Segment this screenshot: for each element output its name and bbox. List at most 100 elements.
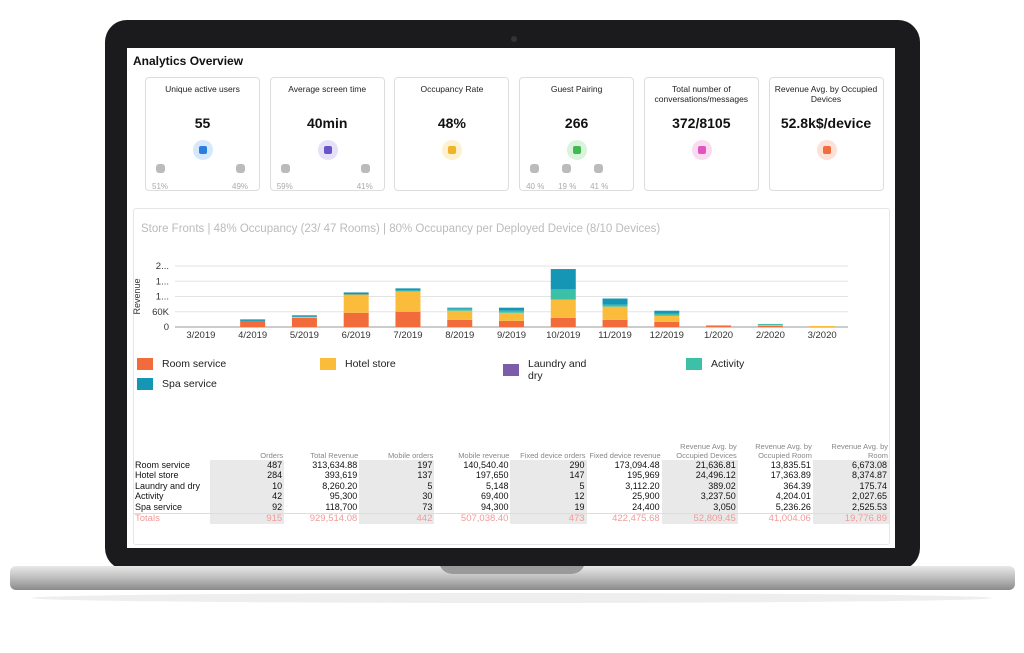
totals-row: Totals 915 929,514.08 442 507,038.40 473 422,4…	[133, 512, 889, 524]
platform-icon	[280, 164, 290, 173]
totals-cell: 41,004.06	[737, 512, 813, 524]
totals-cell: 52,809.45	[661, 512, 738, 524]
platform-icon	[594, 164, 604, 173]
legend-swatch	[503, 364, 519, 376]
bar-segment	[550, 317, 576, 327]
icon-glyph	[448, 146, 457, 154]
bar-segment	[602, 304, 628, 307]
table-cell: 24,496.12	[661, 470, 738, 481]
totals-cell: 915	[210, 512, 285, 524]
platform-share: 49%	[232, 182, 249, 191]
table-row: Hotel store 284 393,619 137 197,650 147 195,96…	[133, 470, 889, 481]
platform-share: 41 %	[590, 182, 609, 191]
table-row: Spa service 92 118,700 73 94,300 19 24,400 3,05…	[133, 502, 889, 513]
table-cell: Room service	[135, 459, 191, 470]
bar-segment	[240, 320, 266, 327]
table-cell: 393,619	[324, 470, 358, 481]
icon-glyph	[822, 146, 831, 154]
platform-icon	[562, 164, 572, 173]
table-cell: 19	[510, 502, 587, 513]
bar-segment	[706, 324, 732, 326]
table-cell: 3,237.50	[661, 491, 738, 502]
bar-segment	[706, 325, 732, 327]
table-cell: Hotel store	[135, 470, 179, 481]
bar-segment	[447, 307, 473, 309]
y-tick-label: 0	[164, 322, 169, 333]
bar-segment	[447, 310, 473, 320]
table-cell: 313,634.88	[312, 459, 358, 470]
bar-segment	[499, 320, 524, 327]
screen: Analytics Overview Store Fronts | 48% Oc…	[127, 48, 895, 548]
table-row: Room service 487 313,634.88 197 140,540.40 29…	[133, 460, 889, 471]
card-title: Average screen time	[288, 84, 367, 94]
totals-cell: Totals	[133, 512, 211, 524]
x-tick-label: 7/2019	[393, 330, 422, 341]
legend-swatch	[320, 358, 336, 370]
totals-cell: 442	[359, 512, 435, 524]
kpi-card: Total number of conversations/messages 37…	[643, 77, 759, 191]
kpi-card: Average screen time 40min 59% 41%	[269, 77, 385, 191]
table-cell: 8,374.87	[812, 470, 889, 481]
legend-label: Room service	[162, 358, 227, 370]
table-cell: 5	[510, 481, 587, 492]
legend-label: Laundry and dry	[528, 358, 587, 382]
y-axis-label: Revenue	[132, 278, 142, 314]
legend-item: Room service	[137, 358, 307, 370]
bar-segment	[757, 323, 783, 325]
bar-segment	[291, 316, 317, 318]
table-cell: 73	[359, 502, 435, 513]
x-tick-label: 2/2020	[756, 330, 785, 341]
header-cell: Fixed device orders	[520, 451, 586, 460]
bar-segment	[499, 310, 524, 313]
table-cell: 13,835.51	[770, 459, 811, 470]
table-cell: 92	[210, 502, 285, 513]
notch	[440, 566, 584, 574]
card-value: 372/8105	[672, 115, 731, 131]
header-cell: Mobile orders	[387, 451, 434, 460]
legend-item: Hotel store	[320, 358, 490, 370]
x-tick-label: 12/2019	[650, 330, 684, 341]
table-cell: 21,636.81	[661, 460, 738, 471]
legend-item: Laundry and dry	[503, 358, 593, 382]
legend-label: Activity	[711, 358, 745, 370]
bar-segment	[395, 288, 421, 291]
header-cell: Orders	[260, 451, 284, 460]
x-tick-label: 3/2020	[808, 330, 837, 341]
table-cell: 94,300	[480, 501, 509, 512]
table-cell: 3,112.20	[625, 480, 660, 491]
card-icon	[816, 140, 837, 160]
card-icon	[193, 140, 213, 160]
page-title: Analytics Overview	[133, 54, 244, 68]
card-icon	[317, 140, 338, 160]
legend-swatch	[137, 378, 153, 390]
totals-cell: 473	[510, 512, 587, 524]
table-cell: 118,700	[325, 501, 358, 512]
table-cell: 30	[359, 491, 435, 502]
table-cell: 147	[510, 470, 587, 481]
card-value: 266	[564, 115, 589, 131]
table-cell: 197,650	[475, 470, 509, 481]
legend-item: Spa service	[137, 378, 307, 390]
table-cell: 389.02	[661, 481, 738, 492]
table-cell: 487	[210, 460, 285, 471]
card-icon	[691, 140, 712, 160]
icon-glyph	[697, 146, 706, 154]
chart: 0 60K 1... 1... 2... Revenue 3/2019 4/2019 5/201…	[132, 261, 848, 341]
table-cell: 364.39	[783, 480, 811, 491]
platform-share: 51%	[152, 182, 169, 191]
x-tick-label: 3/2019	[186, 330, 215, 341]
card-value: 40min	[306, 115, 348, 131]
table-cell: 2,525.53	[812, 502, 889, 513]
y-tick-label: 60K	[152, 307, 170, 318]
table-cell: 42	[210, 491, 285, 502]
bar-segment	[654, 313, 680, 316]
y-tick-label: 1...	[156, 276, 169, 287]
legend-label: Spa service	[162, 378, 217, 390]
icon-glyph	[573, 146, 582, 154]
table-cell: 6,673.08	[812, 460, 889, 471]
bar-segment	[809, 325, 835, 327]
card-title: Guest Pairing	[550, 84, 603, 94]
x-tick-label: 11/2019	[598, 330, 632, 341]
card-icon	[442, 140, 463, 160]
